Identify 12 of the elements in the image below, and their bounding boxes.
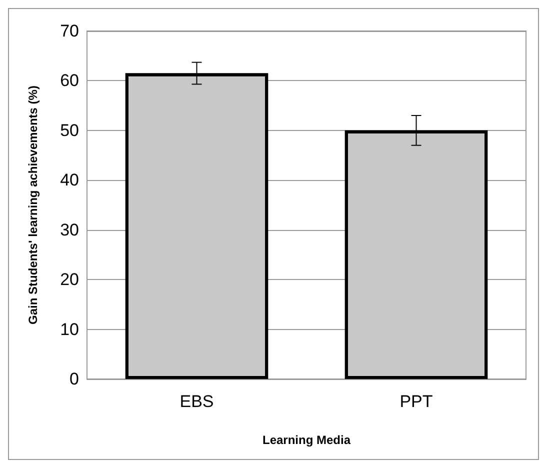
x-axis-title: Learning Media [262,433,351,447]
y-tick-label: 60 [60,71,79,90]
y-tick-label: 20 [60,270,79,290]
y-tick-label: 10 [60,320,79,339]
y-axis-title: Gain Students' learning achievements (%) [26,86,40,324]
y-tick-label: 40 [60,170,79,190]
y-tick-label: 50 [60,120,79,140]
y-tick-label: 30 [60,220,79,240]
y-tick-label: 70 [60,22,79,40]
x-tick-label: PPT [400,392,433,411]
x-tick-label: EBS [180,392,214,411]
y-tick-label: 0 [70,370,79,388]
